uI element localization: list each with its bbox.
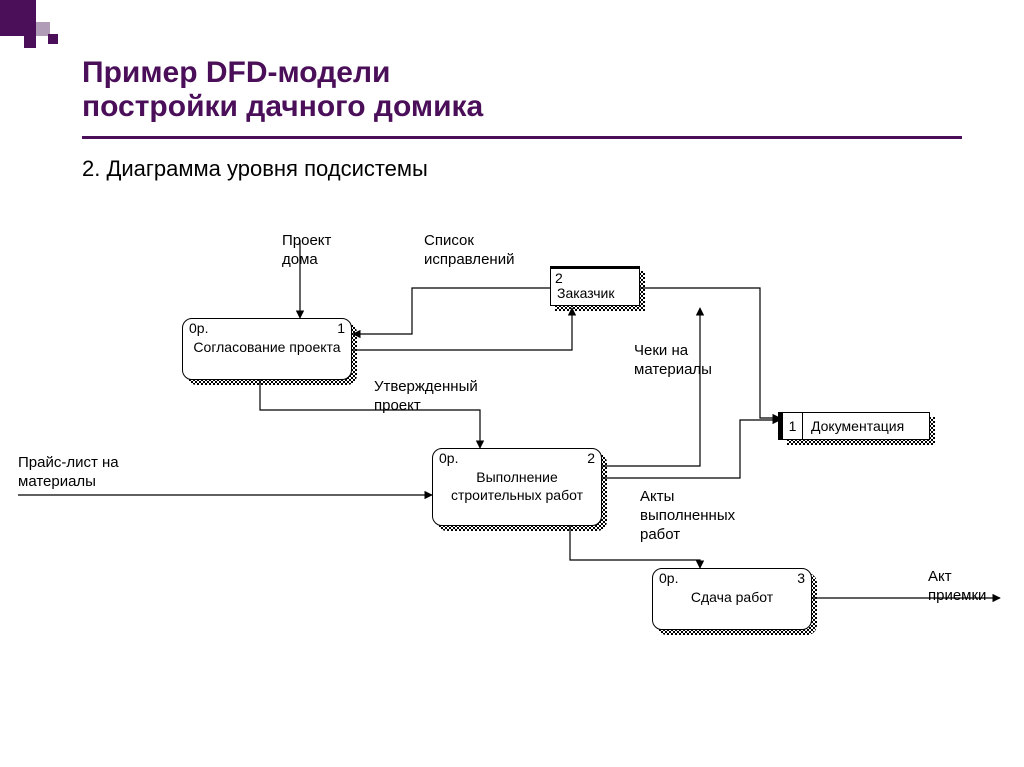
process-label: Сдача работ (653, 585, 811, 613)
process-node: 0р. 1Согласование проекта (182, 318, 352, 380)
process-node: 0р. 3Сдача работ (652, 568, 812, 630)
process-number: 3 (797, 571, 805, 585)
process-number: 1 (337, 321, 345, 335)
flow-label: Проектдома (282, 232, 331, 270)
process-ref: 0р. (189, 321, 208, 335)
diagram-canvas: 0р.1Согласование проекта0р.2Выполнение с… (0, 0, 1024, 767)
terminator-label: Заказчик (551, 269, 639, 305)
datastore-label: Документация (803, 413, 912, 439)
process-label: Согласование проекта (183, 335, 351, 363)
flow-label: Чеки наматериалы (634, 342, 712, 380)
flow-label: Прайс-лист наматериалы (18, 454, 119, 492)
flow-label: Списокисправлений (424, 232, 514, 270)
process-ref: 0р. (439, 451, 458, 465)
datastore-number: 1 (783, 413, 803, 439)
terminator-node: 2Заказчик (550, 266, 640, 306)
terminator-number: 2 (555, 270, 563, 286)
process-ref: 0р. (659, 571, 678, 585)
process-node: 0р. 2Выполнение строительных работ (432, 448, 602, 526)
process-label: Выполнение строительных работ (433, 465, 601, 510)
flow-label: Актприемки (928, 568, 986, 606)
process-number: 2 (587, 451, 595, 465)
flow-label: Утвержденныйпроект (374, 378, 478, 416)
flow-label: Актывыполненныхработ (640, 488, 735, 544)
datastore-node: 1Документация (782, 412, 930, 440)
